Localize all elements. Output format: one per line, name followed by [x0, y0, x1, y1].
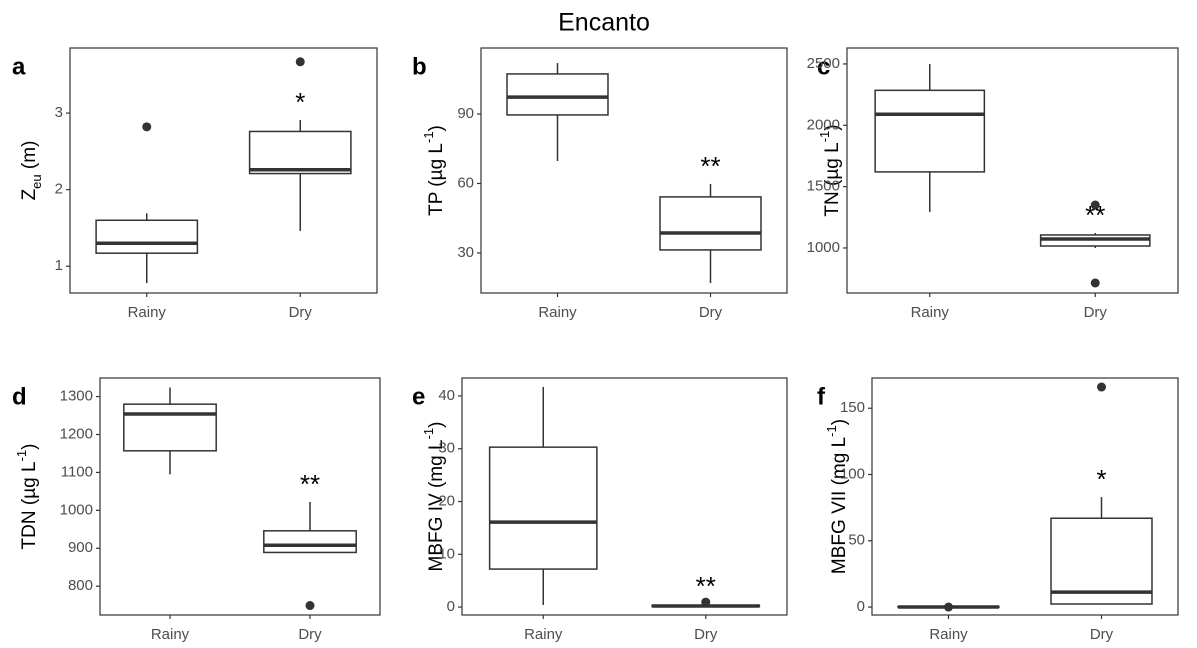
box [506, 73, 609, 116]
plot-frame [871, 377, 1179, 616]
y-axis-label-part: eu [29, 174, 44, 188]
significance: * [295, 87, 305, 117]
outlier [1097, 382, 1106, 392]
y-tick-label: 0 [857, 598, 865, 615]
y-tick-label: 30 [438, 440, 455, 457]
y-tick-label: 1200 [60, 425, 93, 442]
y-tick-label: 20 [438, 492, 455, 509]
y-axis-label: TN (µg L-1) [817, 124, 843, 216]
panel-letter: c [817, 53, 830, 80]
y-tick-label: 150 [840, 399, 865, 416]
x-tick-label: Dry [694, 626, 718, 643]
plot-frame [846, 47, 1179, 294]
outlier [295, 57, 305, 67]
y-tick-label: 900 [68, 539, 93, 556]
y-tick-label: 60 [457, 174, 474, 191]
x-tick-label: Dry [298, 626, 322, 643]
y-tick-label: 40 [438, 387, 455, 404]
significance: ** [700, 151, 720, 181]
outlier [1090, 200, 1100, 210]
y-tick-label: 3 [55, 104, 63, 121]
panel-letter: b [412, 53, 427, 80]
y-axis-label-part: -1 [421, 131, 436, 143]
box [263, 530, 357, 554]
y-axis-label: MBFG IV (mg L-1) [421, 422, 447, 572]
y-axis-label-part: Z [19, 188, 40, 200]
panel-letter: a [12, 53, 26, 80]
y-axis-label-part: ) [822, 124, 843, 130]
y-tick-label: 0 [447, 598, 455, 615]
y-axis-label-part: MBFG IV (mg L [426, 439, 447, 571]
panel-letter: f [817, 383, 826, 410]
y-axis-label-part: ) [426, 422, 447, 428]
x-tick-label: Rainy [151, 626, 190, 643]
y-tick-label: 2000 [807, 116, 840, 133]
y-axis-label-part: -1 [14, 450, 29, 462]
x-tick-label: Rainy [538, 304, 577, 321]
y-tick-label: 1500 [807, 178, 840, 195]
plot-frame [461, 377, 788, 616]
x-tick-label: Dry [699, 304, 723, 321]
box [874, 89, 986, 173]
box [248, 130, 352, 175]
y-axis-label-part: ) [829, 419, 850, 425]
y-tick-label: 2 [55, 181, 63, 198]
y-tick-label: 1100 [61, 463, 93, 480]
y-axis-label: Zeu (m) [19, 141, 44, 201]
y-axis-label: TDN (µg L-1) [14, 444, 40, 550]
x-tick-label: Dry [1084, 304, 1108, 321]
plot-frame [99, 377, 381, 616]
x-tick-label: Rainy [929, 626, 968, 643]
box [488, 446, 598, 570]
y-axis-label: TP (µg L-1) [421, 125, 447, 216]
x-tick-label: Rainy [128, 304, 167, 321]
y-axis-label-part: -1 [421, 428, 436, 440]
significance: * [1096, 464, 1106, 494]
plot-frame [480, 47, 788, 294]
outlier [1090, 278, 1100, 288]
x-tick-label: Dry [289, 304, 313, 321]
y-tick-label: 2500 [807, 55, 840, 72]
y-tick-label: 1300 [60, 388, 93, 405]
x-tick-label: Dry [1090, 626, 1114, 643]
plot-frame [69, 47, 378, 294]
box [95, 219, 199, 254]
y-axis-label-part: ) [426, 125, 447, 131]
significance: ** [1085, 200, 1105, 230]
y-tick-label: 1000 [60, 501, 93, 518]
y-axis-label-part: MBFG VII (mg L [829, 437, 850, 574]
figure-title: Encanto [558, 9, 650, 37]
box [1050, 517, 1153, 605]
y-tick-label: 90 [457, 105, 474, 122]
y-axis-label-part: TDN (µg L [19, 461, 40, 549]
outlier [944, 602, 953, 612]
significance: ** [300, 469, 320, 499]
y-tick-label: 1000 [807, 239, 840, 256]
y-tick-label: 50 [848, 532, 865, 549]
x-tick-label: Rainy [524, 626, 563, 643]
y-axis-label-part: TN (µg L [822, 142, 843, 216]
y-tick-label: 100 [840, 465, 865, 482]
outlier [701, 597, 711, 607]
panel-letter: e [412, 383, 425, 410]
y-axis-label-part: -1 [817, 131, 832, 143]
box [123, 403, 217, 452]
y-tick-label: 1 [55, 257, 63, 274]
y-axis-label-part: TP (µg L [426, 143, 447, 216]
x-tick-label: Rainy [911, 304, 950, 321]
box [659, 196, 762, 251]
y-axis-label-part: ) [19, 444, 40, 450]
significance: ** [696, 571, 716, 601]
y-tick-label: 10 [438, 545, 455, 562]
outlier [305, 601, 315, 611]
y-tick-label: 800 [68, 577, 93, 594]
y-tick-label: 30 [457, 244, 474, 261]
outlier [142, 122, 152, 132]
y-axis-label: MBFG VII (mg L-1) [824, 419, 850, 574]
y-axis-label-part: -1 [824, 425, 839, 437]
panel-letter: d [12, 383, 27, 410]
y-axis-label-part: (m) [19, 141, 40, 175]
